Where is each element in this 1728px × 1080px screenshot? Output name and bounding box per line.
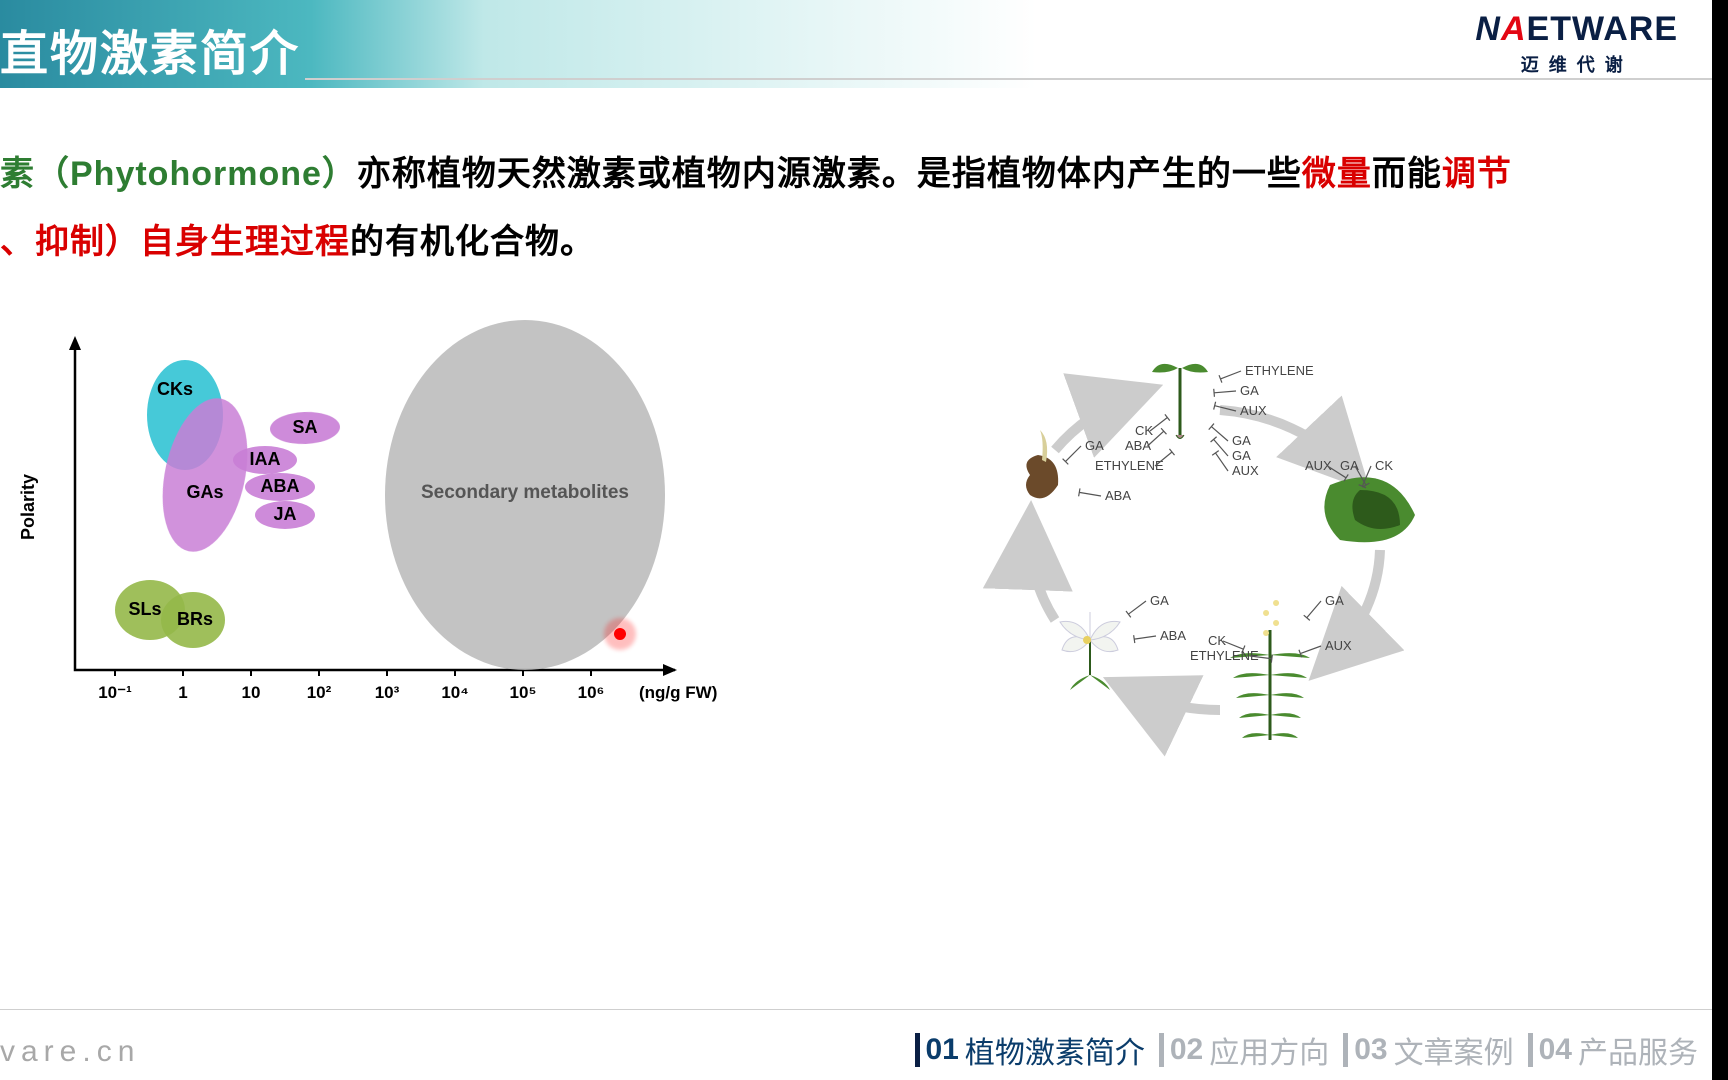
hormone-label: GA (1085, 438, 1104, 453)
laser-pointer-dot (614, 628, 626, 640)
footer: vare.cn 01植物激素简介 02应用方向 03文章案例 04产品服务 (0, 1024, 1728, 1080)
hormone-label: GA (1232, 433, 1251, 448)
text-mid: 而能 (1372, 155, 1442, 193)
text-trace: 微量 (1302, 155, 1372, 193)
text-phytohormone: 素（Phytohormone） (0, 155, 357, 193)
ellipse-label-BRs: BRs (177, 609, 213, 629)
ellipse-label-SM: Secondary metabolites (421, 482, 629, 503)
nav-text: 植物激素简介 (965, 1028, 1145, 1072)
logo-sub: 迈维代谢 (1475, 51, 1678, 77)
hormone-label: ETHYLENE (1190, 648, 1259, 663)
hormone-label: AUX (1325, 638, 1352, 653)
nav-num: 01 (926, 1033, 959, 1067)
header-bar: 直物激素简介 NAETWARE 迈维代谢 (0, 0, 1728, 88)
logo-main: NAETWARE (1475, 10, 1678, 49)
seed (1026, 455, 1058, 498)
hormone-label: ETHYLENE (1245, 363, 1314, 378)
ellipse-label-SA: SA (292, 417, 317, 437)
nav-text: 文章案例 (1394, 1028, 1514, 1072)
chart1-svg: CKs GAs SA IAA ABA JA SLs BRs Secondary metaboli… (40, 320, 740, 760)
plant-lifecycle-diagram: ETHYLENEGAAUXCKABAETHYLENEGAGAAUXAUXGACK… (960, 340, 1500, 800)
nav-num: 03 (1354, 1033, 1387, 1067)
x-tick: 10² (307, 683, 332, 702)
x-tick: 10⁶ (578, 683, 605, 702)
nav-text: 应用方向 (1209, 1028, 1329, 1072)
hormone-label: CK (1375, 458, 1393, 473)
nav-divider (1343, 1033, 1348, 1067)
cycle-arrow (1030, 530, 1055, 620)
nav-item-04[interactable]: 04产品服务 (1528, 1028, 1698, 1072)
x-tick: 10⁵ (510, 683, 537, 702)
x-axis-unit: (ng/g FW) (639, 683, 717, 702)
flower-center (1083, 636, 1091, 644)
cycle-arrow (1130, 690, 1220, 710)
nav-item-02[interactable]: 02应用方向 (1159, 1028, 1329, 1072)
hormone-label: ETHYLENE (1095, 458, 1164, 473)
right-black-bar (1712, 0, 1728, 1080)
hormone-label: AUX (1305, 458, 1332, 473)
hormone-label: AUX (1232, 463, 1259, 478)
hormone-label: AUX (1240, 403, 1267, 418)
nav-divider (1159, 1033, 1164, 1067)
ellipse-label-JA: JA (273, 504, 296, 524)
logo-rest: ETWARE (1527, 10, 1678, 48)
footer-nav: 01植物激素简介 02应用方向 03文章案例 04产品服务 (915, 1028, 1699, 1072)
hormone-label: GA (1325, 593, 1344, 608)
footer-site: vare.cn (0, 1035, 140, 1069)
nav-num: 02 (1170, 1033, 1203, 1067)
body-paragraph: 素（Phytohormone）亦称植物天然激素或植物内源激素。是指植物体内产生的… (0, 140, 1512, 276)
text-desc1: 亦称植物天然激素或植物内源激素。是指植物体内产生的一些 (357, 155, 1302, 193)
x-tick: 10³ (375, 683, 400, 702)
text-inhibit: 、抑制）自身生理过程 (0, 223, 350, 261)
logo-letter-a: A (1501, 10, 1527, 48)
x-tick: 10 (242, 683, 261, 702)
hormone-label: GA (1150, 593, 1169, 608)
ellipse-label-SLs: SLs (128, 599, 161, 619)
y-axis-label: Polarity (18, 474, 39, 540)
ellipse-label-GAs: GAs (186, 482, 223, 502)
ellipse-label-IAA: IAA (250, 449, 281, 469)
x-tick: 10⁻¹ (98, 683, 132, 702)
x-tick: 10⁴ (441, 683, 468, 702)
page-title: 直物激素简介 (0, 14, 300, 84)
nav-item-01[interactable]: 01植物激素简介 (915, 1028, 1145, 1072)
chart2-svg: ETHYLENEGAAUXCKABAETHYLENEGAGAAUXAUXGACK… (960, 340, 1500, 800)
hormone-label: ABA (1105, 488, 1131, 503)
nav-text: 产品服务 (1578, 1028, 1698, 1072)
nav-item-03[interactable]: 03文章案例 (1343, 1028, 1513, 1072)
footer-divider (0, 1009, 1728, 1010)
ellipse-label-ABA: ABA (261, 476, 300, 496)
polarity-concentration-chart: Polarity CKs GAs SA IAA ABA JA SLs BRs Secondary… (0, 320, 740, 760)
logo-letter-n: N (1475, 10, 1501, 48)
nav-num: 04 (1539, 1033, 1572, 1067)
hormone-label: CK (1208, 633, 1226, 648)
logo: NAETWARE 迈维代谢 (1475, 10, 1678, 77)
ellipse-label-CKs: CKs (157, 379, 193, 399)
x-tick: 1 (178, 683, 187, 702)
nav-divider (1528, 1033, 1533, 1067)
text-compound: 的有机化合物。 (350, 223, 595, 261)
hormone-label: ABA (1160, 628, 1186, 643)
hormone-label: GA (1340, 458, 1359, 473)
hormone-label: GA (1240, 383, 1259, 398)
nav-divider (915, 1033, 920, 1067)
hormone-label: GA (1232, 448, 1251, 463)
text-regulate: 调节 (1442, 155, 1512, 193)
